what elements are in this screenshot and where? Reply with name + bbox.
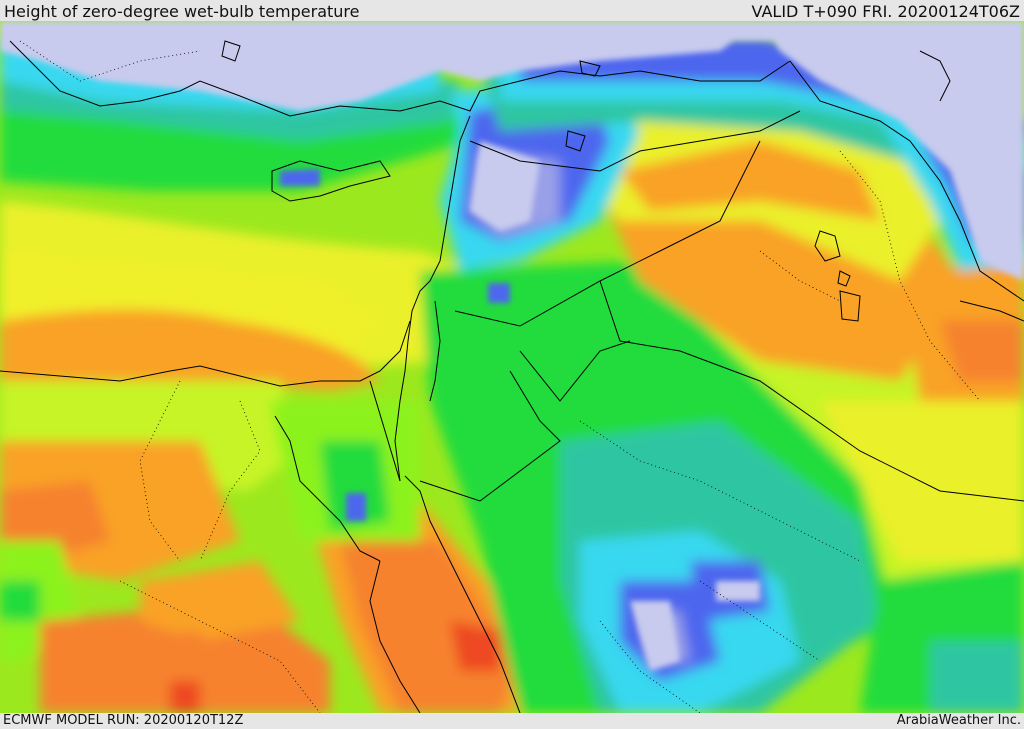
credit-label: ArabiaWeather Inc. xyxy=(896,713,1021,728)
footer-bar: ECMWF MODEL RUN: 20200120T12Z ArabiaWeat… xyxy=(0,713,1024,729)
map-title: Height of zero-degree wet-bulb temperatu… xyxy=(4,2,360,21)
weather-map xyxy=(0,21,1024,713)
field-low-caps xyxy=(0,21,1024,671)
model-run-label: ECMWF MODEL RUN: 20200120T12Z xyxy=(3,713,244,728)
wetbulb-map-svg xyxy=(0,21,1024,713)
valid-time-label: VALID T+090 FRI. 20200124T06Z xyxy=(751,2,1020,21)
header-bar: Height of zero-degree wet-bulb temperatu… xyxy=(0,0,1024,21)
lakes-outlines xyxy=(221,40,861,322)
internal-borders xyxy=(19,40,981,713)
field-layers xyxy=(0,36,1024,713)
borders-coastlines xyxy=(0,40,1024,713)
